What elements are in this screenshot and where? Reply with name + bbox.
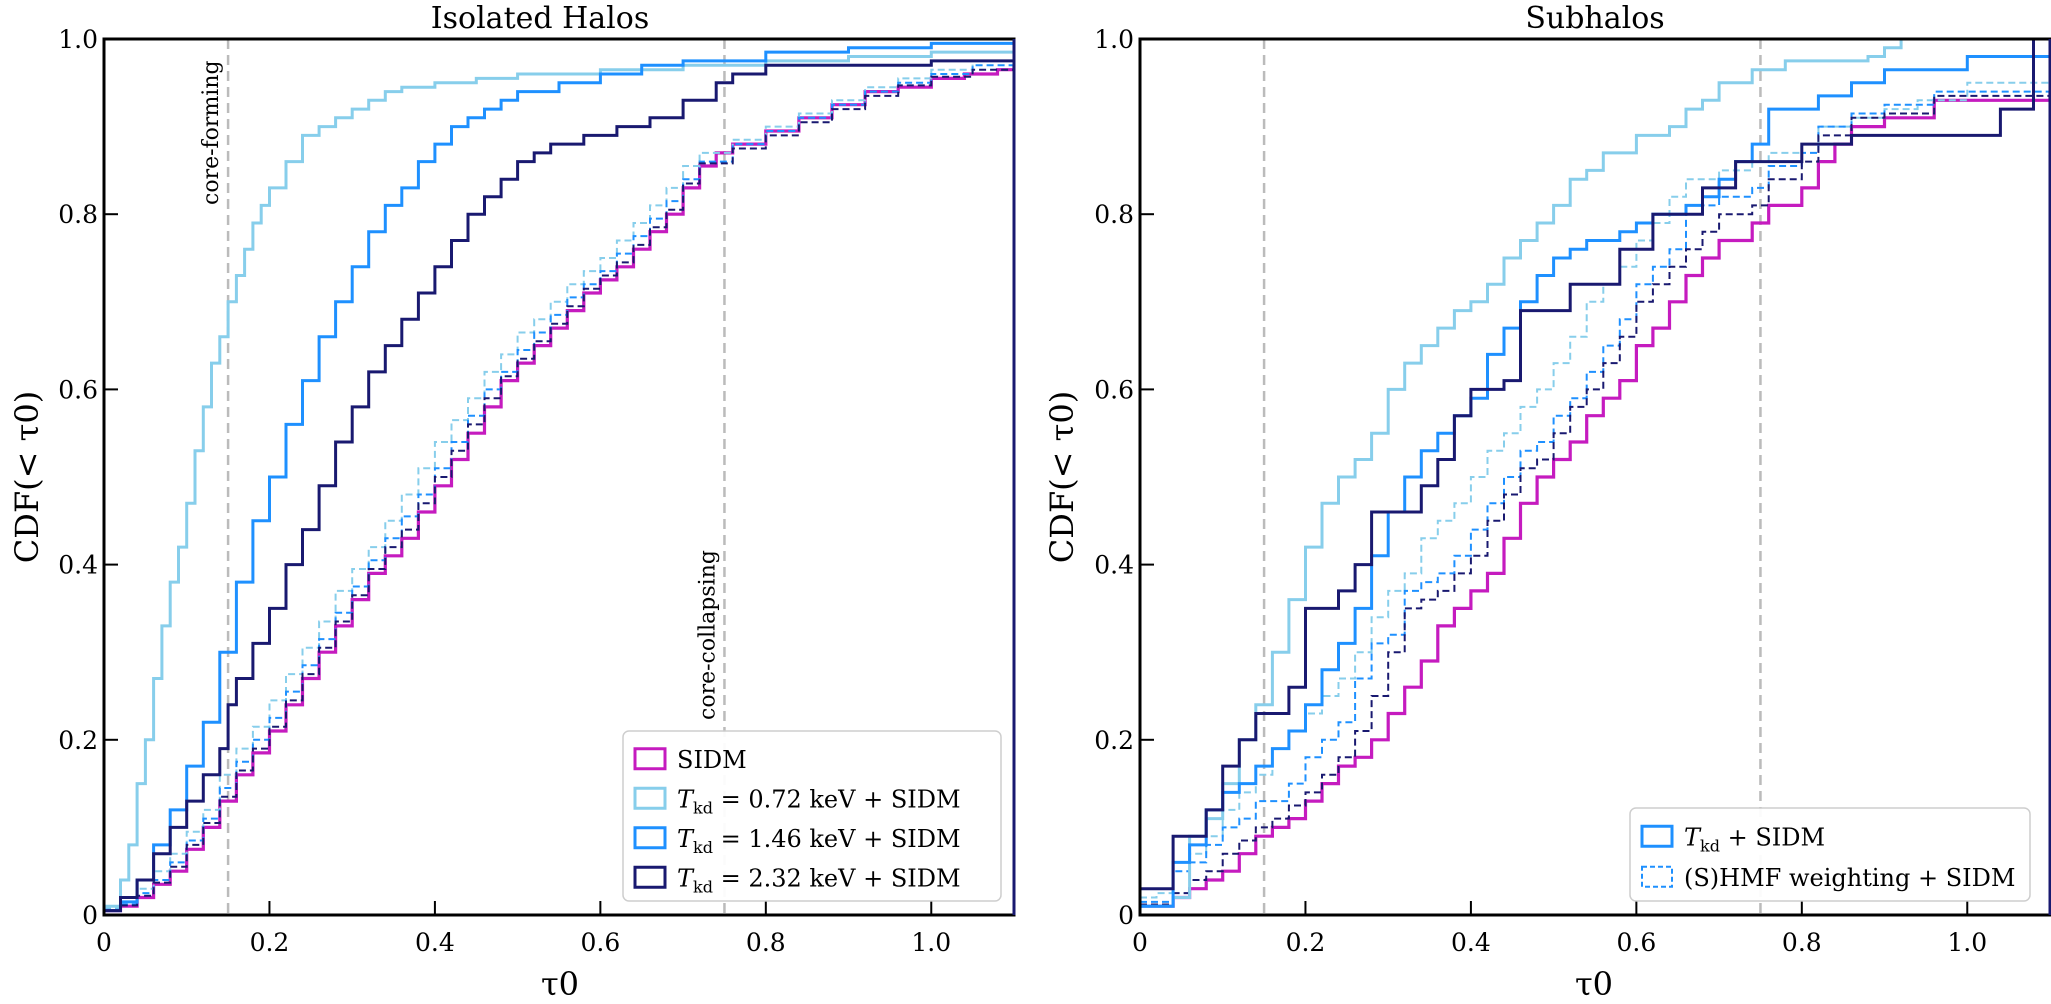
x-axis-label: τ0 [1575, 965, 1613, 1003]
legend-label: SIDM [677, 746, 747, 774]
legend-swatch [633, 865, 667, 889]
y-tick-label: 0.6 [58, 375, 98, 404]
legend-swatch [1640, 824, 1674, 848]
legend: Tkd + SIDM (S)HMF weighting + SIDM [1629, 807, 2031, 902]
annotation-label: core-collapsing [695, 550, 720, 720]
x-tick-label: 0 [96, 928, 112, 957]
panel-subhalos: Subhalos CDF(< τ0) τ0 0 0.2 0.4 0.6 0.8 1.0 0 0… [1043, 1, 2051, 1003]
x-tick-label: 1.0 [1947, 928, 1987, 957]
y-tick-label: 0.4 [1094, 551, 1134, 580]
series-line [1140, 39, 2050, 908]
series-line [1140, 78, 2050, 899]
legend-box [622, 730, 1002, 902]
y-tick-label: 1.0 [58, 25, 98, 54]
series-line [104, 65, 1014, 912]
x-tick-label: 0.4 [1451, 928, 1491, 957]
y-tick-label: 0 [1118, 901, 1134, 930]
x-tick-label: 0.4 [415, 928, 455, 957]
series-line [1140, 91, 2050, 906]
series-line [1140, 91, 2050, 908]
y-tick-label: 0 [82, 901, 98, 930]
series-line [104, 39, 1014, 913]
y-tick-label: 0.4 [58, 551, 98, 580]
y-tick-label: 0.8 [1094, 200, 1134, 229]
series-line [1140, 52, 2050, 908]
annotation-label: core-forming [199, 60, 224, 205]
x-tick-label: 0 [1132, 928, 1148, 957]
series-group [104, 39, 1014, 913]
series-line [104, 47, 1014, 908]
legend-swatch [1641, 865, 1673, 888]
legend-swatch [633, 826, 667, 850]
y-axis-label: CDF(< τ0) [8, 391, 46, 563]
x-tick-label: 0.8 [746, 928, 786, 957]
legend-swatch [633, 747, 667, 771]
x-tick-label: 0.2 [250, 928, 290, 957]
chart-title: Isolated Halos [431, 1, 649, 36]
legend-box [1629, 807, 2031, 902]
legend-label: Tkd = 0.72 keV + SIDM [677, 785, 961, 817]
series-group [1140, 39, 2050, 908]
x-tick-label: 0.2 [1286, 928, 1326, 957]
y-tick-label: 0.6 [1094, 375, 1134, 404]
chart-title: Subhalos [1525, 1, 1664, 36]
legend-label: (S)HMF weighting + SIDM [1684, 864, 2015, 892]
x-tick-label: 0.8 [1782, 928, 1822, 957]
x-tick-label: 0.6 [1616, 928, 1656, 957]
series-line [104, 56, 1014, 913]
series-line [1140, 39, 2050, 891]
y-tick-label: 1.0 [1094, 25, 1134, 54]
panel-isolated-halos: Isolated Halos CDF(< τ0) τ0 core-forming… [8, 1, 1016, 1003]
y-tick-label: 0.8 [58, 200, 98, 229]
legend-label: Tkd + SIDM [1684, 823, 1825, 855]
legend-label: Tkd = 1.46 keV + SIDM [677, 825, 961, 857]
y-tick-label: 0.2 [1094, 726, 1134, 755]
x-tick-label: 0.6 [580, 928, 620, 957]
x-tick-label: 1.0 [911, 928, 951, 957]
legend: SIDM Tkd = 0.72 keV + SIDM Tkd = 1.46 keV … [622, 730, 1002, 902]
legend-swatch [633, 786, 667, 810]
y-tick-label: 0.2 [58, 726, 98, 755]
y-axis-label: CDF(< τ0) [1043, 391, 1081, 563]
x-axis-label: τ0 [541, 965, 579, 1003]
legend-label: Tkd = 2.32 keV + SIDM [677, 864, 961, 896]
series-line [1140, 87, 2050, 903]
